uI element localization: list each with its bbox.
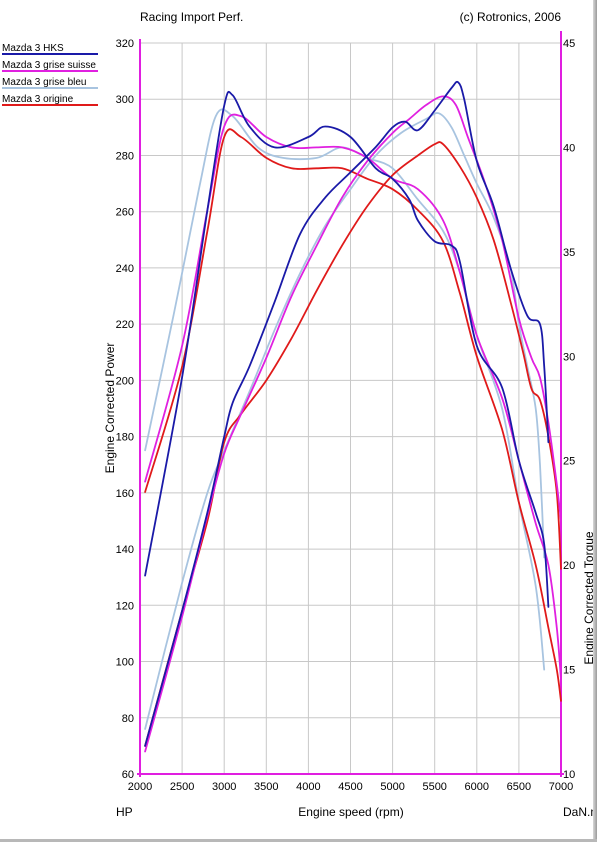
y-axis-label-right: Engine Corrected Torque: [582, 531, 596, 665]
y-tick-label: 240: [116, 263, 134, 275]
y-tick-label: 120: [116, 600, 134, 612]
x-tick-label: 7000: [549, 781, 573, 793]
x-tick-label: 5000: [380, 781, 404, 793]
y2-tick-label: 10: [563, 769, 575, 781]
x-tick-label: 6500: [507, 781, 531, 793]
window-edge-bottom: [0, 839, 597, 842]
x-axis-unit-left: HP: [116, 805, 133, 819]
power-line-mazda-3-hks: [144, 80, 550, 747]
power-line-mazda-3-grise-suisse: [144, 95, 562, 753]
x-tick-label: 2500: [170, 781, 194, 793]
y-tick-label: 100: [116, 657, 134, 669]
y-tick-label: 260: [116, 207, 134, 219]
torque-line-mazda-3-hks: [144, 91, 550, 608]
grid-lines: [139, 42, 562, 775]
y-tick-label: 200: [116, 375, 134, 387]
y2-tick-label: 35: [563, 247, 575, 259]
x-tick-label: 5500: [422, 781, 446, 793]
x-tick-label: 4000: [296, 781, 320, 793]
y-axis-label-left: Engine Corrected Power: [103, 343, 117, 474]
y-tick-label: 220: [116, 319, 134, 331]
window-edge-right: [593, 0, 597, 842]
y-tick-label: 300: [116, 94, 134, 106]
y-tick-label: 180: [116, 432, 134, 444]
series-lines: [144, 80, 562, 753]
y-tick-label: 60: [122, 769, 134, 781]
x-tick-label: 4500: [338, 781, 362, 793]
tick-labels: 2000 2500 3000 3500 4000 4500 5000 5500 6000 6500…: [116, 38, 576, 793]
y2-tick-label: 45: [563, 38, 575, 50]
x-axis-unit-right: DaN.m: [563, 805, 597, 819]
x-tick-label: 3500: [254, 781, 278, 793]
x-tick-label: 3000: [212, 781, 236, 793]
y-tick-label: 320: [116, 38, 134, 50]
y2-tick-label: 30: [563, 351, 575, 363]
power-line-mazda-3-grise-bleu: [144, 112, 546, 730]
y-tick-label: 80: [122, 713, 134, 725]
y2-tick-label: 40: [563, 142, 575, 154]
y-tick-label: 280: [116, 150, 134, 162]
legend-label: Mazda 3 grise bleu: [2, 77, 87, 88]
legend-label: Mazda 3 HKS: [2, 43, 64, 54]
legend: Mazda 3 HKS Mazda 3 grise suisse Mazda 3 g…: [2, 43, 98, 106]
x-axis-label: Engine speed (rpm): [298, 805, 403, 819]
chart-header-left: Racing Import Perf.: [140, 10, 243, 24]
y2-tick-label: 25: [563, 456, 575, 468]
legend-label: Mazda 3 grise suisse: [2, 60, 96, 71]
legend-label: Mazda 3 origine: [2, 94, 74, 105]
y2-tick-label: 20: [563, 560, 575, 572]
torque-line-mazda-3-origine: [144, 128, 562, 702]
y-tick-label: 140: [116, 544, 134, 556]
power-line-mazda-3-origine: [144, 141, 562, 747]
x-tick-label: 2000: [128, 781, 152, 793]
x-tick-label: 6000: [465, 781, 489, 793]
y2-tick-label: 15: [563, 665, 575, 677]
chart-header-right: (c) Rotronics, 2006: [460, 10, 562, 24]
axes: [137, 31, 564, 777]
y-tick-label: 160: [116, 488, 134, 500]
